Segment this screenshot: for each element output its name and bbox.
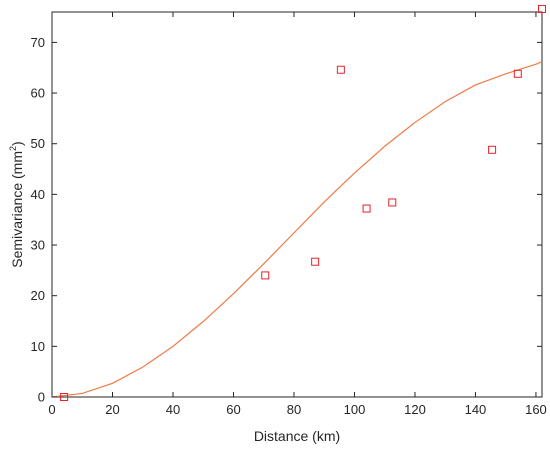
data-point-marker [261, 271, 270, 280]
y-axis-label-superscript: 2 [8, 146, 18, 151]
y-tick-label: 30 [31, 238, 45, 253]
y-tick-label: 0 [38, 390, 45, 405]
y-tick-label: 10 [31, 339, 45, 354]
data-point-marker [311, 257, 320, 266]
data-point-marker [388, 198, 397, 207]
x-axis-label: Distance (km) [254, 428, 340, 444]
x-tick-label: 20 [105, 402, 119, 417]
x-tick-label: 160 [525, 402, 547, 417]
y-axis-label: Semivariance (mm2) [8, 141, 25, 267]
x-tick-label: 100 [344, 402, 366, 417]
data-point-marker [513, 69, 522, 78]
y-tick-label: 40 [31, 187, 45, 202]
data-point-marker [538, 4, 546, 13]
fitted-curve-group [51, 61, 543, 398]
data-point-marker [336, 65, 345, 74]
data-points-group [60, 4, 546, 401]
x-tick-label: 80 [287, 402, 301, 417]
x-tick-label: 140 [465, 402, 487, 417]
x-tick-label: 120 [404, 402, 426, 417]
plot-area: 0 20 40 60 80 100 120 140 160 0 10 20 30 40 50 60 70 [31, 4, 547, 417]
x-tick-label: 0 [48, 402, 55, 417]
x-tick-label: 40 [166, 402, 180, 417]
x-tick-label: 60 [226, 402, 240, 417]
y-axis-label-close: ) [9, 141, 25, 146]
data-point-marker [362, 204, 371, 213]
y-axis-label-main: Semivariance (mm [9, 151, 25, 268]
y-tick-label: 50 [31, 136, 45, 151]
y-axis-ticks: 0 10 20 30 40 50 60 70 [31, 35, 542, 405]
y-tick-label: 20 [31, 288, 45, 303]
plot-background [52, 12, 542, 397]
data-point-marker [488, 145, 497, 154]
y-tick-label: 60 [31, 86, 45, 101]
fitted-curve-line [51, 61, 543, 398]
x-axis-ticks: 0 20 40 60 80 100 120 140 160 [48, 12, 547, 417]
y-tick-label: 70 [31, 35, 45, 50]
data-point-marker [60, 393, 69, 401]
